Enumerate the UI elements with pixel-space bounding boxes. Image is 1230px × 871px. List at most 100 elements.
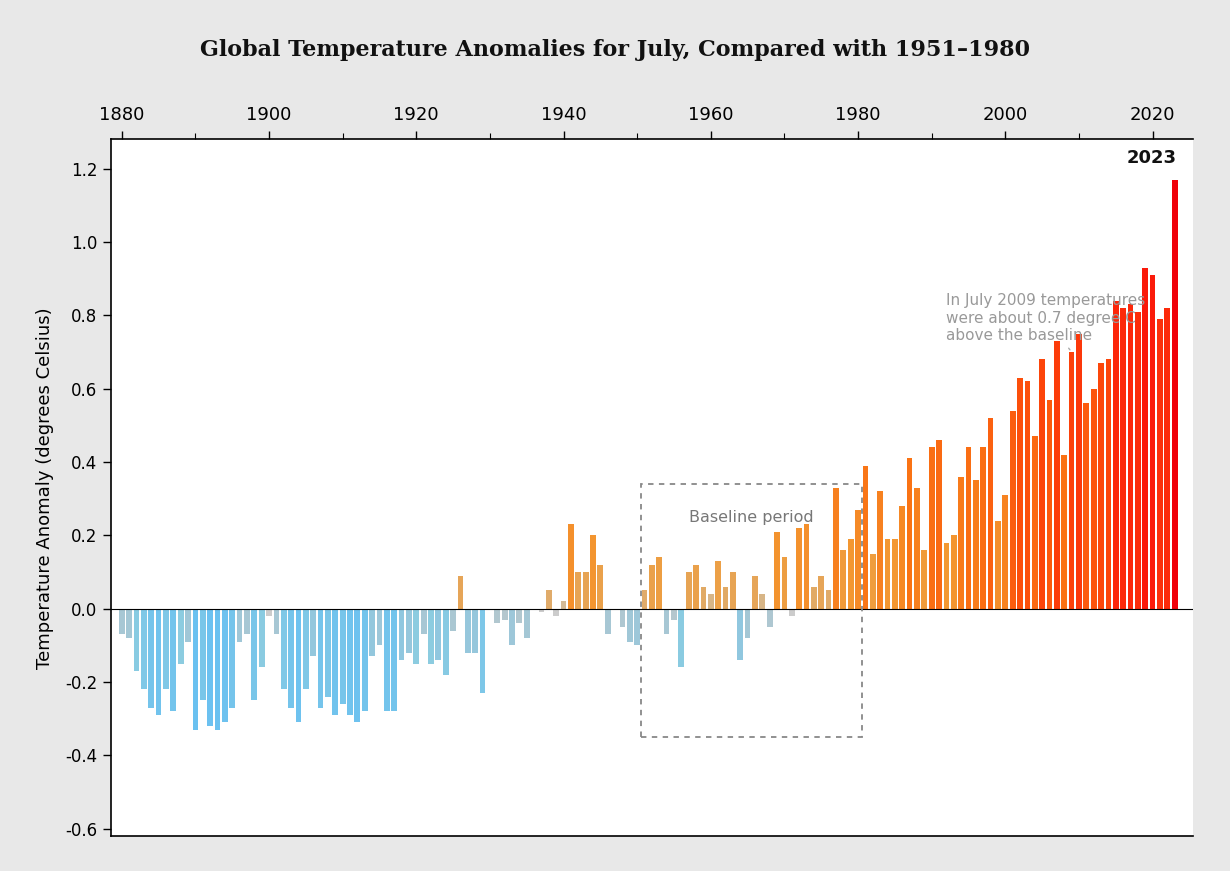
Bar bbox=[1076, 334, 1082, 609]
Bar bbox=[450, 609, 456, 631]
Bar bbox=[339, 609, 346, 704]
Bar bbox=[428, 609, 434, 664]
Bar bbox=[847, 539, 854, 609]
Bar bbox=[119, 609, 124, 634]
Bar bbox=[1135, 312, 1140, 609]
Bar bbox=[251, 609, 257, 700]
Bar bbox=[524, 609, 530, 638]
Bar bbox=[870, 554, 876, 609]
Text: Baseline period: Baseline period bbox=[689, 510, 813, 524]
Bar bbox=[546, 591, 552, 609]
Bar bbox=[325, 609, 331, 697]
Bar bbox=[914, 488, 920, 609]
Bar bbox=[988, 418, 994, 609]
Bar bbox=[539, 609, 545, 612]
Bar bbox=[877, 491, 883, 609]
Bar bbox=[1157, 319, 1162, 609]
Bar bbox=[221, 609, 228, 722]
Bar bbox=[811, 587, 817, 609]
Bar bbox=[561, 602, 566, 609]
Bar bbox=[347, 609, 353, 715]
Bar bbox=[236, 609, 242, 642]
Bar bbox=[1165, 308, 1170, 609]
Bar bbox=[907, 458, 913, 609]
Bar bbox=[995, 521, 1001, 609]
Text: In July 2009 temperatures
were about 0.7 degree C
above the baseline: In July 2009 temperatures were about 0.7… bbox=[946, 294, 1145, 350]
Bar bbox=[554, 609, 560, 616]
Bar bbox=[738, 609, 743, 660]
Bar bbox=[884, 539, 891, 609]
Bar bbox=[620, 609, 625, 627]
Bar bbox=[855, 510, 861, 609]
Bar bbox=[627, 609, 632, 642]
Bar bbox=[899, 506, 905, 609]
Bar bbox=[796, 528, 802, 609]
Bar bbox=[759, 594, 765, 609]
Bar bbox=[1098, 363, 1105, 609]
Bar bbox=[310, 609, 316, 657]
Bar bbox=[1069, 352, 1075, 609]
Bar bbox=[1113, 300, 1118, 609]
Bar bbox=[1121, 308, 1125, 609]
Bar bbox=[694, 564, 699, 609]
Bar bbox=[642, 591, 647, 609]
Text: Global Temperature Anomalies for July, Compared with 1951–1980: Global Temperature Anomalies for July, C… bbox=[200, 39, 1030, 61]
Bar bbox=[929, 448, 935, 609]
Bar bbox=[214, 609, 220, 730]
Bar bbox=[936, 440, 942, 609]
Bar bbox=[295, 609, 301, 722]
Text: 2023: 2023 bbox=[1127, 149, 1177, 167]
Bar bbox=[862, 466, 868, 609]
Bar bbox=[641, 484, 862, 737]
Bar bbox=[752, 576, 758, 609]
Bar bbox=[178, 609, 183, 664]
Bar bbox=[421, 609, 427, 634]
Bar bbox=[399, 609, 405, 660]
Bar bbox=[1025, 381, 1031, 609]
Bar bbox=[480, 609, 486, 693]
Bar bbox=[1143, 267, 1148, 609]
Bar bbox=[1091, 388, 1097, 609]
Bar bbox=[280, 609, 287, 690]
Bar bbox=[149, 609, 154, 708]
Bar bbox=[723, 587, 728, 609]
Bar bbox=[156, 609, 161, 715]
Bar bbox=[716, 561, 721, 609]
Bar bbox=[951, 536, 957, 609]
Bar bbox=[657, 557, 662, 609]
Bar bbox=[781, 557, 787, 609]
Bar bbox=[744, 609, 750, 638]
Bar bbox=[731, 572, 736, 609]
Bar bbox=[568, 524, 573, 609]
Bar bbox=[921, 550, 927, 609]
Bar bbox=[980, 448, 986, 609]
Bar bbox=[1106, 360, 1111, 609]
Bar bbox=[1172, 179, 1177, 609]
Bar bbox=[266, 609, 272, 616]
Bar bbox=[1039, 360, 1046, 609]
Bar bbox=[141, 609, 146, 690]
Bar bbox=[664, 609, 669, 634]
Bar bbox=[369, 609, 375, 657]
Bar bbox=[672, 609, 676, 620]
Bar bbox=[494, 609, 501, 624]
Bar bbox=[472, 609, 478, 652]
Bar bbox=[833, 488, 839, 609]
Bar bbox=[958, 476, 964, 609]
Bar bbox=[303, 609, 309, 690]
Bar bbox=[193, 609, 198, 730]
Bar bbox=[354, 609, 360, 722]
Bar bbox=[1128, 304, 1133, 609]
Bar bbox=[649, 564, 654, 609]
Bar bbox=[199, 609, 205, 700]
Bar bbox=[391, 609, 397, 712]
Bar bbox=[635, 609, 640, 645]
Bar bbox=[583, 572, 588, 609]
Bar bbox=[458, 576, 464, 609]
Bar bbox=[590, 536, 595, 609]
Bar bbox=[576, 572, 581, 609]
Bar bbox=[465, 609, 471, 652]
Bar bbox=[943, 543, 950, 609]
Bar bbox=[134, 609, 139, 672]
Bar bbox=[207, 609, 213, 726]
